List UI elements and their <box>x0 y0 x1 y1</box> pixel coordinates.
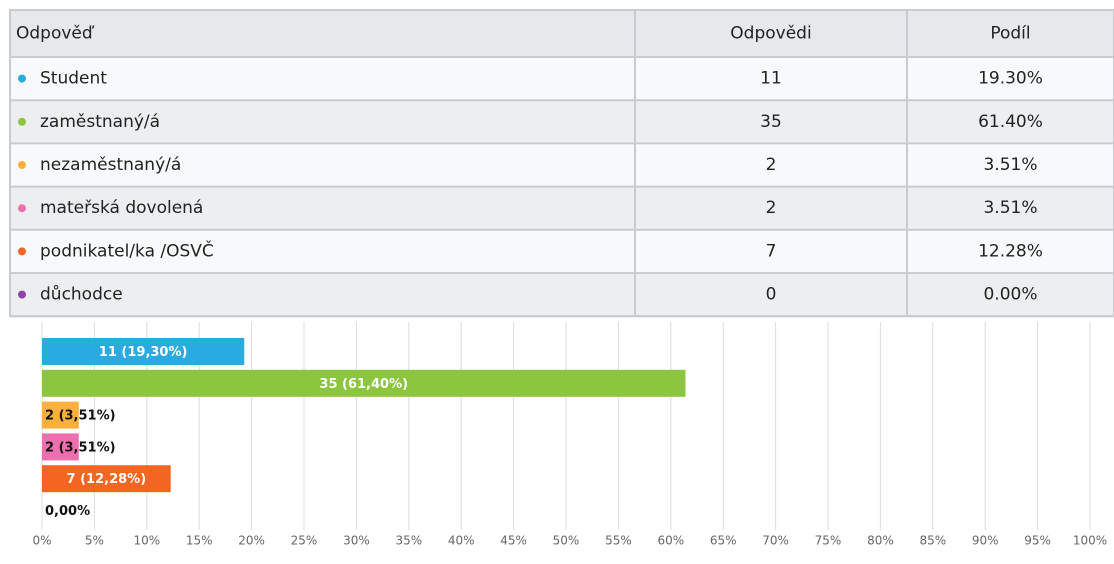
header-cell: Podíl <box>990 24 1030 44</box>
x-tick-label: 5% <box>85 534 104 548</box>
table-cell: 19.30% <box>978 69 1043 89</box>
x-tick-label: 10% <box>133 534 160 548</box>
x-tick-label: 85% <box>919 534 946 548</box>
x-tick-label: 75% <box>815 534 842 548</box>
table-cell: 3.51% <box>983 198 1037 218</box>
x-tick-label: 30% <box>343 534 370 548</box>
table-cell: 11 <box>760 69 782 89</box>
table-cell: důchodce <box>40 285 123 305</box>
bar-label: 0,00% <box>45 504 90 519</box>
x-tick-label: 0% <box>32 534 51 548</box>
table-cell: 35 <box>760 112 782 132</box>
table-cell: zaměstnaný/á <box>40 112 160 132</box>
table-cell: mateřská dovolená <box>40 198 203 218</box>
table-row <box>10 100 1114 144</box>
x-tick-label: 55% <box>605 534 632 548</box>
table-row <box>10 229 1114 273</box>
table-row <box>10 57 1114 101</box>
row-dot <box>18 204 26 213</box>
table-cell: 12.28% <box>978 241 1043 261</box>
header-cell: Odpověď <box>16 24 95 44</box>
x-tick-label: 40% <box>448 534 475 548</box>
table-cell: 7 <box>766 241 777 261</box>
x-tick-label: 35% <box>395 534 422 548</box>
x-tick-label: 65% <box>710 534 737 548</box>
table-cell: 61.40% <box>978 112 1043 132</box>
bar-label: 7 (12,28%) <box>67 472 147 487</box>
bar-label: 11 (19,30%) <box>99 345 188 360</box>
x-tick-label: 90% <box>972 534 999 548</box>
table-cell: 0.00% <box>983 285 1037 305</box>
x-tick-label: 15% <box>186 534 213 548</box>
bar <box>42 338 245 365</box>
bar <box>42 369 686 397</box>
bar <box>42 433 79 461</box>
table-cell: nezaměstnaný/á <box>40 155 181 175</box>
x-tick-label: 95% <box>1024 534 1051 548</box>
table-cell: 2 <box>766 155 777 175</box>
x-tick-label: 70% <box>762 534 789 548</box>
table-row <box>10 186 1114 230</box>
bar-label: 2 (3,51%) <box>45 440 116 455</box>
table-border <box>9 9 1114 318</box>
row-dot <box>18 161 26 169</box>
x-tick-label: 20% <box>238 534 265 548</box>
bar <box>42 465 171 493</box>
x-tick-label: 80% <box>867 534 894 548</box>
table-row <box>10 143 1114 187</box>
x-tick-label: 25% <box>291 534 318 548</box>
table-cell: 3.51% <box>983 155 1037 175</box>
bar-label: 35 (61,40%) <box>319 377 408 392</box>
x-tick-label: 45% <box>500 534 527 548</box>
x-tick-label: 100% <box>1073 534 1107 548</box>
bar <box>42 401 79 429</box>
bar-label: 2 (3,51%) <box>45 409 116 424</box>
x-tick-label: 60% <box>657 534 684 548</box>
table-cell: 0 <box>766 285 777 305</box>
table-header <box>10 10 1114 57</box>
table-cell: Student <box>40 69 107 89</box>
row-dot <box>18 117 26 126</box>
table-cell: 2 <box>766 198 777 218</box>
table-row <box>10 273 1114 317</box>
row-dot <box>18 247 26 256</box>
row-dot <box>18 74 26 83</box>
header-cell: Odpovědi <box>730 24 811 44</box>
table-cell: podnikatel/ka /OSVČ <box>40 239 214 261</box>
row-dot <box>18 290 26 299</box>
x-tick-label: 50% <box>553 534 580 548</box>
